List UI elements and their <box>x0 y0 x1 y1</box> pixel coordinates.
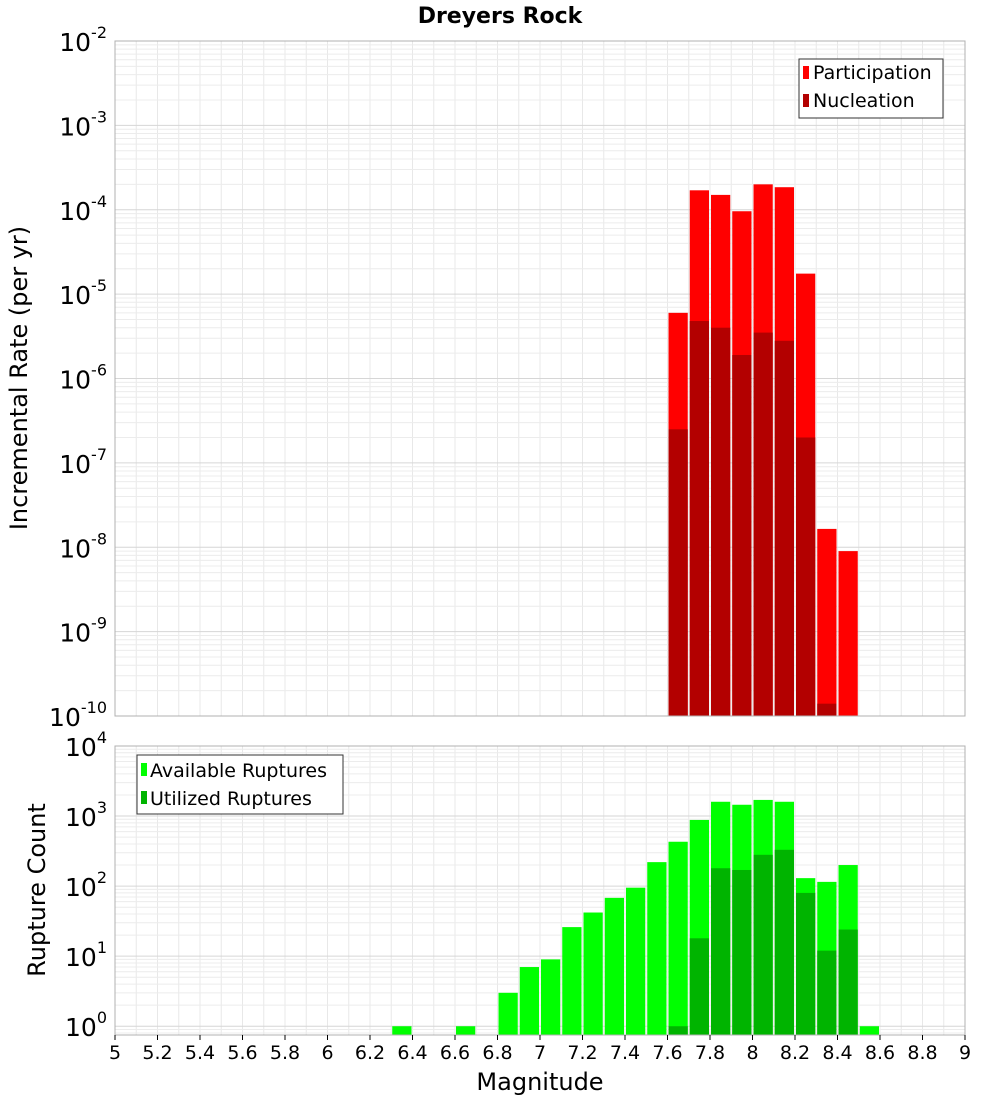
count-bar-utilized-ruptures <box>838 929 858 1035</box>
magnitude-tick-label: 5.8 <box>270 1042 300 1064</box>
rate-bar-nucleation <box>817 703 837 716</box>
count-bar-available-ruptures <box>859 1026 879 1035</box>
count-y-tick-label: 104 <box>65 728 107 762</box>
rate-y-tick-label: 10-6 <box>59 361 107 395</box>
count-bar-utilized-ruptures <box>711 868 731 1035</box>
count-y-tick-label: 101 <box>65 938 107 972</box>
count-bar-utilized-ruptures <box>774 849 794 1035</box>
magnitude-tick-label: 5.4 <box>185 1042 215 1064</box>
rate-bar-nucleation <box>668 429 688 716</box>
rate-bar-nucleation <box>711 327 731 716</box>
magnitude-tick-label: 7.6 <box>652 1042 682 1064</box>
rate-y-tick-label: 10-7 <box>59 445 107 479</box>
magnitude-tick-label: 7.2 <box>567 1042 597 1064</box>
count-bar-available-ruptures <box>562 927 582 1035</box>
magnitude-tick-label: 8.6 <box>865 1042 895 1064</box>
rate-bar-nucleation <box>796 437 816 716</box>
available-legend-label: Available Ruptures <box>150 760 327 782</box>
count-bar-available-ruptures <box>456 1026 476 1035</box>
magnitude-tick-label: 6.2 <box>355 1042 385 1064</box>
count-y-tick-label: 103 <box>65 798 107 832</box>
count-y-tick-label: 100 <box>65 1008 107 1042</box>
count-y-tick-labels: 100 101 102 103 104 <box>65 728 107 1042</box>
rate-legend-box <box>798 58 944 119</box>
count-bar-utilized-ruptures <box>817 950 837 1035</box>
magnitude-tick-label: 8 <box>746 1042 758 1064</box>
magnitude-tick-label: 5 <box>109 1042 121 1064</box>
magnitude-tick-label: 6.6 <box>440 1042 470 1064</box>
rate-bar-nucleation <box>732 354 752 716</box>
count-bar-available-ruptures <box>668 841 688 1035</box>
count-bar-utilized-ruptures <box>668 1026 688 1035</box>
magnitude-tick-label: 6 <box>321 1042 333 1064</box>
utilized-legend-swatch <box>141 791 147 804</box>
magnitude-tick-label: 7.4 <box>610 1042 640 1064</box>
count-bar-available-ruptures <box>647 862 667 1035</box>
count-y-tick-label: 102 <box>65 868 107 902</box>
count-bar-available-ruptures <box>604 897 624 1035</box>
participation-legend-label: Participation <box>813 62 932 84</box>
magnitude-tick-label: 5.6 <box>227 1042 257 1064</box>
x-axis-label: Magnitude <box>476 1068 603 1096</box>
available-legend-swatch <box>141 763 147 776</box>
rate-y-tick-label: 10-2 <box>59 23 107 57</box>
magnitude-tick-label: 5.2 <box>142 1042 172 1064</box>
count-bar-available-ruptures <box>498 992 518 1035</box>
count-plot: 100 101 102 103 104 5 5.2 5.4 5.6 5.8 6 6.2 6.4 6.6 6… <box>23 728 971 1096</box>
rate-bar-nucleation <box>753 332 773 716</box>
magnitude-tick-labels: 5 5.2 5.4 5.6 5.8 6 6.2 6.4 6.6 6.8 7 7.2 7.4 7.6 7.8 8… <box>109 1035 971 1064</box>
magnitude-tick-label: 8.4 <box>822 1042 852 1064</box>
count-bar-utilized-ruptures <box>689 938 709 1035</box>
chart-title: Dreyers Rock <box>418 4 584 29</box>
rate-y-tick-label: 10-9 <box>59 614 107 648</box>
rate-bar-nucleation <box>774 340 794 716</box>
rate-y-tick-label: 10-5 <box>59 276 107 310</box>
count-y-axis-label: Rupture Count <box>23 803 51 977</box>
rate-legend: Participation Nucleation <box>798 58 944 119</box>
magnitude-tick-label: 7 <box>534 1042 546 1064</box>
magnitude-tick-label: 6.4 <box>397 1042 427 1064</box>
rate-bar-participation <box>838 551 858 716</box>
magnitude-tick-label: 6.8 <box>482 1042 512 1064</box>
rate-y-tick-label: 10-4 <box>59 192 107 226</box>
utilized-legend-label: Utilized Ruptures <box>150 788 312 810</box>
magnitude-tick-label: 9 <box>959 1042 971 1064</box>
rate-bar-participation <box>817 528 837 716</box>
count-bar-utilized-ruptures <box>796 892 816 1035</box>
rate-plot-border <box>114 40 966 717</box>
count-bar-available-ruptures <box>626 887 646 1035</box>
rate-plot: 10-10 10-9 10-8 10-7 10-6 10-5 10-4 10-3 10-2 In… <box>5 23 966 732</box>
count-legend: Available Ruptures Utilized Ruptures <box>136 754 344 815</box>
count-bar-utilized-ruptures <box>732 869 752 1035</box>
magnitude-tick-label: 8.2 <box>780 1042 810 1064</box>
count-bar-available-ruptures <box>392 1026 412 1035</box>
nucleation-legend-label: Nucleation <box>813 90 915 112</box>
count-bar-available-ruptures <box>541 959 561 1035</box>
rate-plot-grid <box>115 41 965 716</box>
rate-y-tick-label: 10-3 <box>59 107 107 141</box>
count-legend-box <box>136 754 344 815</box>
rate-plot-bars <box>668 184 858 717</box>
magnitude-tick-label: 8.8 <box>907 1042 937 1064</box>
participation-legend-swatch <box>803 66 809 79</box>
count-bar-available-ruptures <box>519 967 539 1035</box>
rate-y-axis-label: Incremental Rate (per yr) <box>5 226 33 530</box>
count-bar-utilized-ruptures <box>753 854 773 1035</box>
count-plot-bars <box>392 799 879 1035</box>
rate-y-tick-labels: 10-10 10-9 10-8 10-7 10-6 10-5 10-4 10-3 10-2 <box>49 23 107 732</box>
nucleation-legend-swatch <box>803 94 809 107</box>
rate-y-tick-label: 10-10 <box>49 698 107 732</box>
rate-bar-nucleation <box>689 321 709 716</box>
magnitude-tick-label: 7.8 <box>695 1042 725 1064</box>
rate-y-tick-label: 10-8 <box>59 529 107 563</box>
count-bar-available-ruptures <box>583 912 603 1035</box>
